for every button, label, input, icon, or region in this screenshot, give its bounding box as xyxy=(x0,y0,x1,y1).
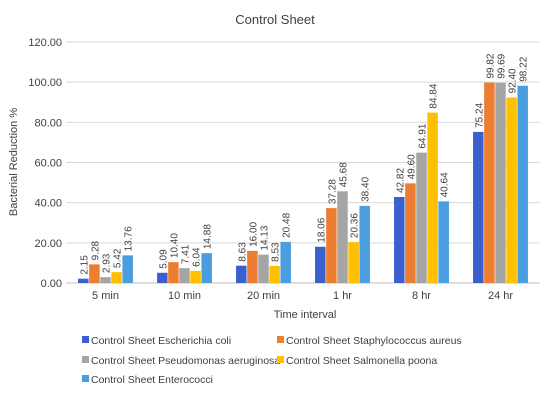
data-label: 84.84 xyxy=(429,83,440,108)
legend: Control Sheet Escherichia coli Control Sh… xyxy=(82,335,462,386)
bar xyxy=(258,254,269,283)
data-label: 13.76 xyxy=(124,226,135,251)
legend-swatch xyxy=(82,375,89,382)
bars xyxy=(78,82,528,284)
bar xyxy=(269,265,280,283)
data-label: 40.64 xyxy=(440,172,451,197)
x-tick-label: 20 min xyxy=(247,290,280,302)
gridlines xyxy=(66,41,540,284)
data-label: 6.04 xyxy=(192,247,203,267)
y-tick-label: 60.00 xyxy=(34,158,62,170)
bar xyxy=(348,242,359,283)
bar xyxy=(236,265,247,283)
data-label: 16.00 xyxy=(248,221,259,246)
chart-title: Control Sheet xyxy=(235,12,315,27)
legend-swatch xyxy=(277,356,284,363)
bar xyxy=(438,201,449,283)
legend-entry: Control Sheet Enterococci xyxy=(91,374,213,386)
data-label: 20.48 xyxy=(282,212,293,237)
data-label: 8.63 xyxy=(237,242,248,262)
x-tick-label: 10 min xyxy=(168,290,201,302)
y-tick-label: 120.00 xyxy=(28,37,62,49)
data-label: 64.91 xyxy=(418,123,429,148)
data-label: 37.28 xyxy=(327,179,338,204)
bar xyxy=(495,82,506,284)
bar xyxy=(326,208,337,283)
data-label: 75.24 xyxy=(474,102,485,127)
bar xyxy=(359,205,370,283)
data-label: 49.60 xyxy=(406,154,417,179)
x-tick-label: 1 hr xyxy=(333,290,352,302)
bar xyxy=(122,255,133,283)
data-label: 10.40 xyxy=(169,233,180,258)
y-tick-label: 100.00 xyxy=(28,77,62,89)
x-tick-label: 24 hr xyxy=(488,290,513,302)
data-label: 5.09 xyxy=(158,249,169,269)
bar xyxy=(100,277,111,283)
bar xyxy=(473,131,484,283)
bar xyxy=(111,272,122,283)
bar xyxy=(484,82,495,283)
data-label: 18.06 xyxy=(316,217,327,242)
data-label: 2.15 xyxy=(79,255,90,275)
y-tick-labels: 0.00 20.00 40.00 60.00 80.00 100.00 120.00 xyxy=(28,37,62,290)
legend-entry: Control Sheet Staphylococcus aureus xyxy=(286,335,462,347)
legend-swatch xyxy=(82,356,89,363)
bar xyxy=(179,268,190,283)
data-label: 14.88 xyxy=(203,224,214,249)
legend-swatch xyxy=(82,336,89,343)
bar xyxy=(157,272,168,283)
x-tick-label: 8 hr xyxy=(412,290,431,302)
y-tick-label: 20.00 xyxy=(34,238,62,250)
bar xyxy=(506,97,517,284)
data-label: 14.13 xyxy=(260,225,271,250)
data-label: 2.93 xyxy=(102,253,113,273)
bar xyxy=(337,191,348,283)
bar xyxy=(416,152,427,283)
bar xyxy=(427,112,438,283)
data-label: 99.82 xyxy=(485,53,496,78)
bar xyxy=(78,278,89,283)
data-label: 42.82 xyxy=(395,168,406,193)
bar xyxy=(89,264,100,283)
legend-entry: Control Sheet Escherichia coli xyxy=(91,335,231,347)
data-label: 98.22 xyxy=(519,56,530,81)
data-label: 99.69 xyxy=(497,53,508,78)
x-axis-label: Time interval xyxy=(274,309,337,321)
y-axis-label: Bacterial Reduction % xyxy=(8,108,20,216)
bar xyxy=(168,262,179,283)
data-label: 9.28 xyxy=(90,240,101,260)
data-label: 5.42 xyxy=(113,248,124,268)
y-tick-label: 80.00 xyxy=(34,117,62,129)
bar xyxy=(280,241,291,283)
legend-swatch xyxy=(277,336,284,343)
bar xyxy=(190,270,201,283)
bar xyxy=(247,250,258,283)
y-tick-label: 0.00 xyxy=(41,278,62,290)
bar xyxy=(315,246,326,283)
legend-entry: Control Sheet Pseudomonas aeruginosa xyxy=(91,355,280,367)
bar xyxy=(201,253,212,283)
x-tick-labels: 5 min 10 min 20 min 1 hr 8 hr 24 hr xyxy=(92,290,513,302)
bar xyxy=(394,197,405,283)
x-tick-label: 5 min xyxy=(92,290,119,302)
data-label: 7.41 xyxy=(181,244,192,264)
data-label: 20.36 xyxy=(350,213,361,238)
legend-entry: Control Sheet Salmonella poona xyxy=(286,355,437,367)
data-label: 92.40 xyxy=(508,68,519,93)
bar xyxy=(405,183,416,283)
data-label: 45.68 xyxy=(339,162,350,187)
data-label: 8.53 xyxy=(271,242,282,262)
bar xyxy=(517,85,528,283)
data-label: 38.40 xyxy=(361,176,372,201)
y-tick-label: 40.00 xyxy=(34,198,62,210)
